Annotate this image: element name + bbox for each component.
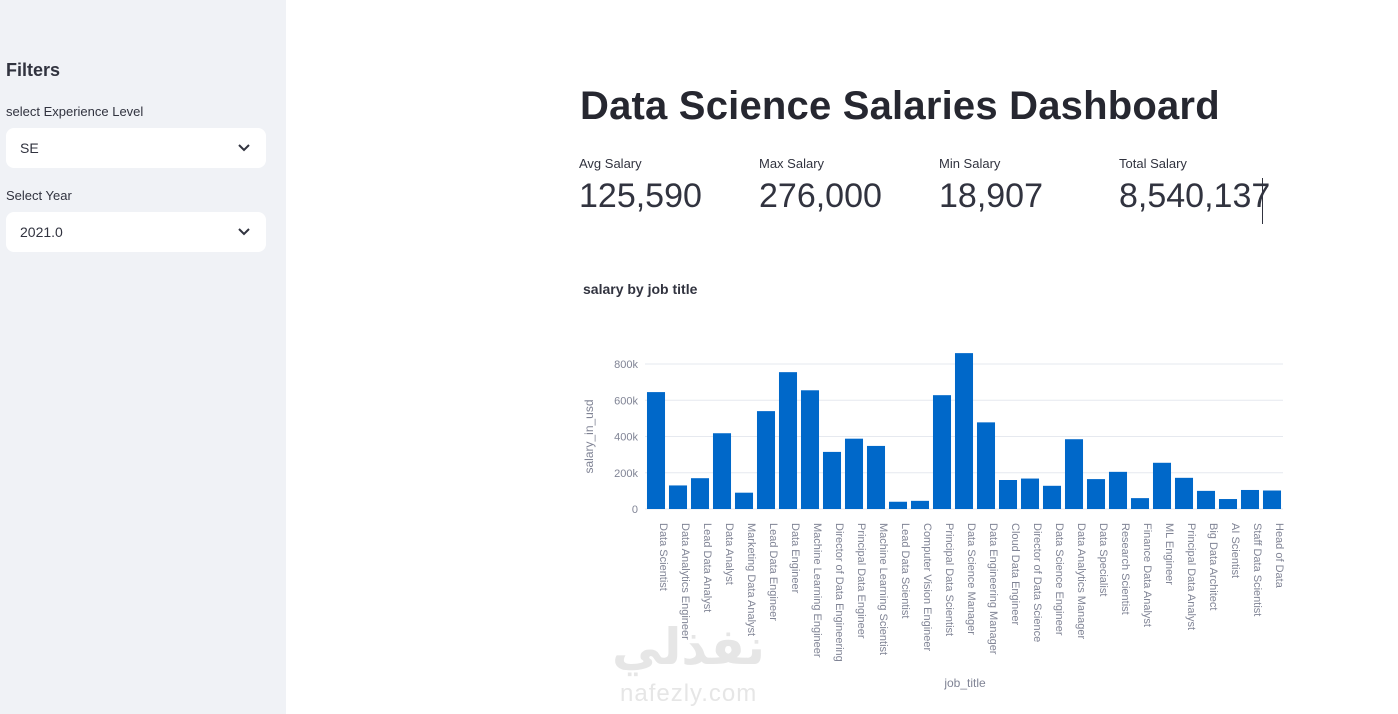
bar[interactable] bbox=[1020, 478, 1040, 509]
bar[interactable] bbox=[932, 395, 952, 509]
bar[interactable] bbox=[668, 485, 688, 509]
experience-level-select[interactable]: SE bbox=[6, 128, 266, 168]
bar[interactable] bbox=[1262, 490, 1282, 509]
bar[interactable] bbox=[1064, 439, 1084, 509]
x-tick-label: Lead Data Engineer bbox=[767, 523, 779, 621]
salary-bar-chart[interactable]: 0 200k 400k 600k 800k Data Scientist Data Anal… bbox=[575, 335, 1295, 705]
bar[interactable] bbox=[1240, 489, 1260, 509]
x-tick-label: Finance Data Analyst bbox=[1141, 523, 1153, 627]
x-tick-label: Machine Learning Scientist bbox=[877, 523, 889, 655]
x-tick-label: Data Specialist bbox=[1097, 523, 1109, 596]
y-tick-label: 200k bbox=[614, 468, 638, 480]
bar[interactable] bbox=[1152, 462, 1172, 509]
bar[interactable] bbox=[954, 353, 974, 509]
year-label: Select Year bbox=[6, 188, 72, 203]
x-tick-label: Research Scientist bbox=[1119, 523, 1131, 615]
x-tick-label: Principal Data Engineer bbox=[855, 523, 867, 639]
experience-level-label: select Experience Level bbox=[6, 104, 144, 119]
bar[interactable] bbox=[844, 438, 864, 509]
bar[interactable] bbox=[866, 445, 886, 509]
chart-title: salary by job title bbox=[583, 281, 698, 297]
metric-max-salary: Max Salary 276,000 bbox=[759, 156, 929, 216]
x-tick-label: Data Science Manager bbox=[965, 523, 977, 635]
watermark-logo: نفذلي bbox=[612, 619, 766, 675]
chevron-down-icon bbox=[236, 140, 252, 156]
x-tick-label: Lead Data Scientist bbox=[899, 523, 911, 618]
bar[interactable] bbox=[976, 422, 996, 509]
metric-min-salary: Min Salary 18,907 bbox=[939, 156, 1109, 216]
bar[interactable] bbox=[1174, 477, 1194, 509]
bar[interactable] bbox=[1196, 490, 1216, 509]
y-tick-label: 800k bbox=[614, 359, 638, 371]
metric-total-salary: Total Salary 8,540,137 bbox=[1119, 156, 1289, 216]
bar[interactable] bbox=[734, 492, 754, 509]
bar[interactable] bbox=[888, 501, 908, 509]
text-cursor bbox=[1262, 178, 1263, 224]
bar[interactable] bbox=[800, 390, 820, 509]
chevron-down-icon bbox=[236, 224, 252, 240]
metric-value: 8,540,137 bbox=[1119, 177, 1271, 215]
x-tick-label: Principal Data Analyst bbox=[1185, 523, 1197, 630]
x-tick-label: Big Data Architect bbox=[1207, 523, 1219, 610]
x-tick-label: Head of Data bbox=[1273, 523, 1285, 589]
bar[interactable] bbox=[690, 478, 710, 509]
x-tick-label: Director of Data Engineering bbox=[833, 523, 845, 662]
x-tick-label: Principal Data Scientist bbox=[943, 523, 955, 636]
x-tick-label: Machine Learning Engineer bbox=[811, 523, 823, 658]
sidebar-title: Filters bbox=[6, 60, 61, 80]
x-tick-label: Staff Data Scientist bbox=[1251, 523, 1263, 616]
x-axis-label: job_title bbox=[943, 676, 986, 690]
metric-label: Max Salary bbox=[759, 156, 825, 171]
y-axis-label: salary_in_usd bbox=[582, 399, 596, 473]
metric-label: Min Salary bbox=[939, 156, 1001, 171]
x-tick-label: Data Analytics Engineer bbox=[679, 523, 691, 640]
x-tick-label: AI Scientist bbox=[1229, 523, 1241, 578]
experience-level-value: SE bbox=[20, 140, 39, 156]
x-tick-label: Data Engineer bbox=[789, 523, 801, 594]
x-tick-label: Data Science Engineer bbox=[1053, 523, 1065, 636]
bar[interactable] bbox=[778, 372, 798, 509]
x-tick-label: Director of Data Science bbox=[1031, 523, 1043, 642]
x-tick-label: Data Analytics Manager bbox=[1075, 523, 1087, 640]
bar[interactable] bbox=[822, 451, 842, 509]
bar[interactable] bbox=[1130, 498, 1150, 509]
metric-value: 276,000 bbox=[759, 177, 882, 215]
bar[interactable] bbox=[1108, 471, 1128, 509]
x-tick-label: Computer Vision Engineer bbox=[921, 523, 933, 652]
x-tick-label: Marketing Data Analyst bbox=[745, 523, 757, 636]
sidebar: Filters select Experience Level SE Selec… bbox=[0, 0, 286, 714]
watermark-text: nafezly.com bbox=[620, 680, 758, 707]
bar[interactable] bbox=[646, 392, 666, 509]
x-tick-label: Cloud Data Engineer bbox=[1009, 523, 1021, 625]
y-tick-label: 400k bbox=[614, 432, 638, 444]
metric-avg-salary: Avg Salary 125,590 bbox=[579, 156, 749, 216]
bar[interactable] bbox=[998, 480, 1018, 509]
bar[interactable] bbox=[910, 500, 930, 509]
year-value: 2021.0 bbox=[20, 224, 63, 240]
x-tick-label: Data Analyst bbox=[723, 523, 735, 585]
bar[interactable] bbox=[1218, 499, 1238, 509]
y-tick-label: 0 bbox=[632, 504, 638, 516]
bar[interactable] bbox=[756, 411, 776, 509]
x-tick-label: Data Scientist bbox=[657, 523, 669, 591]
metric-label: Avg Salary bbox=[579, 156, 642, 171]
metric-label: Total Salary bbox=[1119, 156, 1187, 171]
metric-value: 18,907 bbox=[939, 177, 1043, 215]
page-title: Data Science Salaries Dashboard bbox=[580, 84, 1220, 128]
metric-value: 125,590 bbox=[579, 177, 702, 215]
bar[interactable] bbox=[712, 433, 732, 509]
x-tick-label: Lead Data Analyst bbox=[701, 523, 713, 612]
bar[interactable] bbox=[1086, 479, 1106, 509]
bar[interactable] bbox=[1042, 485, 1062, 509]
year-select[interactable]: 2021.0 bbox=[6, 212, 266, 252]
x-tick-label: Data Engineering Manager bbox=[987, 523, 999, 655]
y-tick-label: 600k bbox=[614, 395, 638, 407]
x-tick-label: ML Engineer bbox=[1163, 523, 1175, 585]
